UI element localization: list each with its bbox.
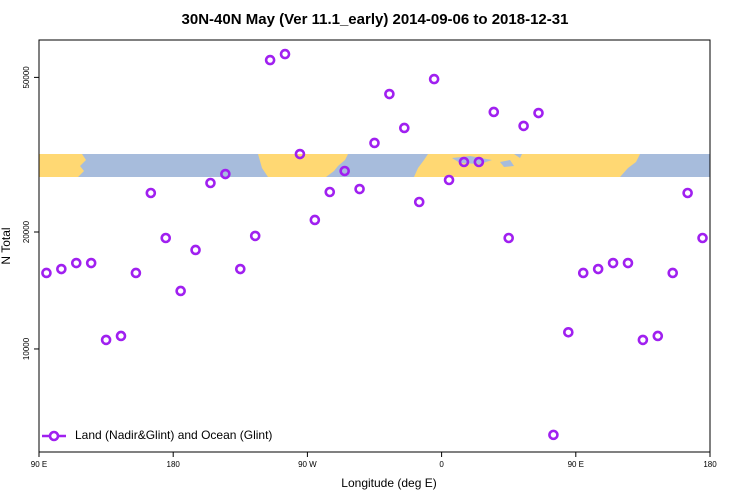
land xyxy=(258,154,348,177)
chart-title: 30N-40N May (Ver 11.1_early) 2014-09-06 … xyxy=(182,11,569,28)
x-tick-label: 180 xyxy=(167,460,181,469)
point xyxy=(324,186,336,198)
point xyxy=(41,267,52,279)
point xyxy=(235,263,246,275)
point xyxy=(70,257,82,269)
land xyxy=(414,154,640,177)
point xyxy=(384,88,395,100)
point xyxy=(369,137,380,149)
point xyxy=(115,330,127,342)
point xyxy=(279,48,291,60)
point xyxy=(399,122,410,134)
point xyxy=(354,183,365,195)
point xyxy=(607,257,619,269)
point xyxy=(428,73,440,85)
x-tick-label: 90 E xyxy=(31,460,47,469)
point xyxy=(637,334,649,346)
point xyxy=(697,232,708,244)
y-tick-label: 10000 xyxy=(22,337,31,360)
point xyxy=(577,267,589,279)
legend-marker xyxy=(48,430,60,442)
sea xyxy=(500,160,514,167)
point xyxy=(563,326,574,338)
point xyxy=(339,165,350,177)
point xyxy=(294,148,306,160)
sea xyxy=(514,154,522,158)
point xyxy=(190,244,201,256)
point xyxy=(667,267,679,279)
point xyxy=(473,156,485,168)
point xyxy=(488,106,500,118)
y-axis-label: N Total xyxy=(0,227,13,264)
point xyxy=(548,429,559,441)
legend-label: Land (Nadir&Glint) and Ocean (Glint) xyxy=(75,428,272,442)
point xyxy=(503,232,515,244)
point xyxy=(443,174,455,186)
x-tick-label: 0 xyxy=(439,460,444,469)
point xyxy=(592,263,604,275)
y-tick-label: 20000 xyxy=(22,220,31,243)
point xyxy=(85,257,97,269)
point xyxy=(518,120,529,132)
point xyxy=(145,187,157,199)
point xyxy=(413,196,425,208)
point xyxy=(309,214,321,226)
point xyxy=(100,334,112,346)
map-band xyxy=(39,154,710,177)
x-tick-label: 180 xyxy=(703,460,717,469)
point xyxy=(458,156,470,168)
point xyxy=(652,330,664,342)
plot-frame xyxy=(38,39,711,453)
point xyxy=(622,257,634,269)
x-tick-label: 90 W xyxy=(298,460,317,469)
point xyxy=(220,168,231,180)
point xyxy=(160,232,172,244)
point xyxy=(249,230,261,242)
point xyxy=(264,54,276,66)
point xyxy=(56,263,67,275)
point xyxy=(682,187,693,199)
y-tick-label: 50000 xyxy=(22,66,31,89)
x-tick-label: 90 E xyxy=(568,460,584,469)
land xyxy=(39,154,86,177)
point xyxy=(205,177,216,189)
point xyxy=(533,107,544,119)
point xyxy=(130,267,142,279)
point xyxy=(175,285,186,297)
x-axis-label: Longitude (deg E) xyxy=(341,476,436,490)
